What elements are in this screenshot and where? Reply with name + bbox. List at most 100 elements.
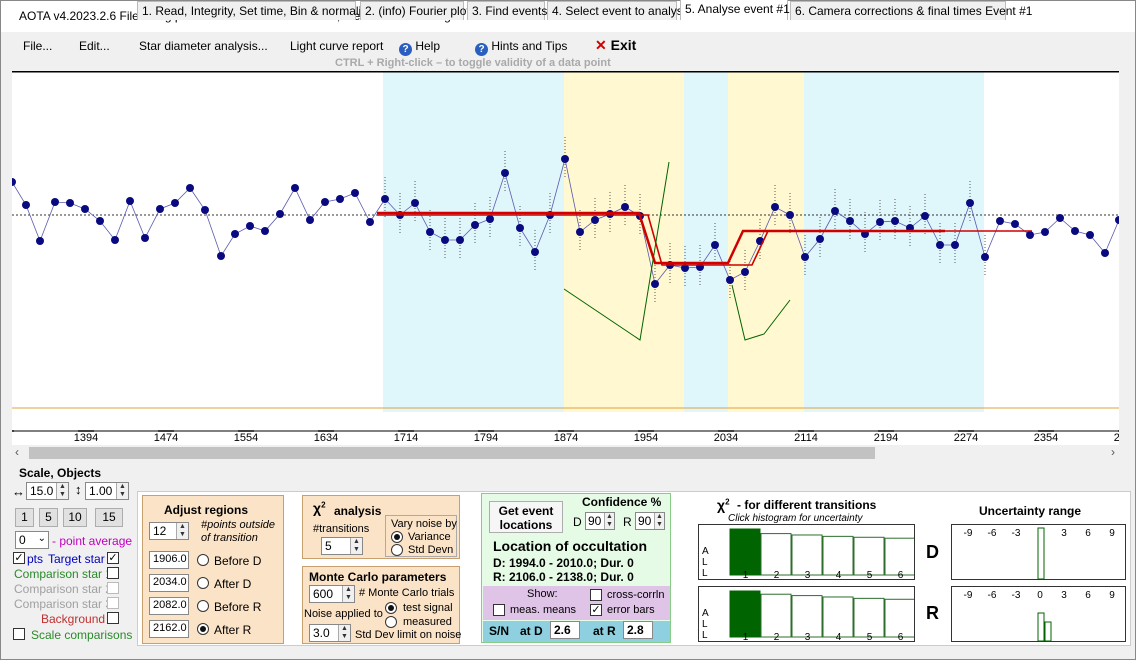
- after-d-radio[interactable]: [197, 577, 209, 589]
- menu-edit[interactable]: Edit...: [79, 39, 110, 53]
- sd-limit-spinner[interactable]: 3.0 ▲ ▼: [309, 624, 351, 642]
- confidence-r-spinner[interactable]: 90 ▲ ▼: [635, 512, 665, 530]
- pts-button-10[interactable]: 10: [63, 508, 87, 527]
- spinner-arrows-icon[interactable]: ▲ ▼: [56, 483, 68, 499]
- error-bars-checkbox[interactable]: ✓: [590, 604, 602, 616]
- pts-button-5[interactable]: 5: [39, 508, 58, 527]
- confidence-label: Confidence %: [582, 495, 662, 509]
- before-r-input[interactable]: 2082.0: [149, 597, 189, 615]
- background-label: Background: [41, 612, 106, 626]
- cross-corrln-checkbox[interactable]: [590, 589, 602, 601]
- comparison-star-3-checkbox[interactable]: [107, 597, 119, 609]
- data-point: [516, 224, 524, 232]
- histogram-bar: [729, 528, 761, 576]
- get-event-locations-button[interactable]: Get event locations: [489, 501, 563, 533]
- scroll-thumb[interactable]: [29, 447, 875, 459]
- histogram-d-svg[interactable]: 1 2 3 4 5 6: [699, 525, 916, 581]
- tab-find-events[interactable]: 3. Find events: [467, 1, 547, 20]
- before-d-input[interactable]: 1906.0: [149, 551, 189, 569]
- measured-radio[interactable]: [385, 616, 397, 628]
- scale-comparisons-checkbox[interactable]: [13, 628, 25, 640]
- confidence-d-spinner[interactable]: 90 ▲ ▼: [585, 512, 615, 530]
- scroll-left-icon[interactable]: ‹: [15, 445, 19, 459]
- scale-y-spinner[interactable]: 1.00 ▲ ▼: [85, 482, 129, 500]
- uncertainty-r-svg[interactable]: -9 -6 -3 0 3 6 9: [952, 587, 1125, 642]
- spinner-arrows-icon[interactable]: ▲ ▼: [176, 523, 188, 539]
- data-point: [801, 253, 809, 261]
- comparison-star-1-checkbox[interactable]: [107, 567, 119, 579]
- light-curve-plot[interactable]: 1413941474155416341714179418741954203421…: [12, 71, 1119, 445]
- menu-star-diameter[interactable]: Star diameter analysis...: [139, 39, 268, 53]
- comparison-star-2-checkbox[interactable]: [107, 582, 119, 594]
- tab-fourier-plot[interactable]: 2. (info) Fourier plot: [360, 1, 470, 20]
- data-point: [22, 201, 30, 209]
- scroll-right-icon[interactable]: ›: [1111, 445, 1115, 459]
- location-d-line: D: 1994.0 - 2010.0; Dur. 0: [493, 556, 634, 570]
- point-average-select[interactable]: 0 ⌄: [15, 531, 49, 549]
- data-point: [576, 228, 584, 236]
- tab-select-event[interactable]: 4. Select event to analyse: [547, 1, 689, 20]
- test-signal-radio[interactable]: [385, 602, 397, 614]
- close-icon: ✕: [595, 37, 607, 53]
- points-outside-spinner[interactable]: 12 ▲ ▼: [149, 522, 189, 540]
- menu-help[interactable]: ? Help: [399, 39, 440, 56]
- variance-radio[interactable]: [391, 531, 403, 543]
- x-tick-label: 1794: [474, 432, 498, 444]
- before-d-radio[interactable]: [197, 554, 209, 566]
- scale-x-spinner[interactable]: 15.0 ▲ ▼: [26, 482, 69, 500]
- background-checkbox[interactable]: [107, 612, 119, 624]
- transitions-spinner[interactable]: 5 ▲ ▼: [321, 537, 363, 555]
- uncertainty-tick-label: -3: [1012, 590, 1021, 601]
- spinner-arrows-icon[interactable]: ▲ ▼: [342, 586, 354, 602]
- data-point: [816, 235, 824, 243]
- spinner-arrows-icon[interactable]: ▲ ▼: [654, 513, 664, 529]
- pts-button-1[interactable]: 1: [15, 508, 34, 527]
- histogram-x-label: 5: [867, 570, 873, 579]
- meas-means-label: meas. means: [510, 604, 577, 616]
- plot-scrollbar[interactable]: ‹ ›: [12, 445, 1119, 461]
- spinner-arrows-icon[interactable]: ▲ ▼: [350, 538, 362, 554]
- data-point: [291, 184, 299, 192]
- data-point: [1071, 227, 1079, 235]
- sn-at-r-label: at R: [593, 624, 616, 638]
- spinner-arrows-icon[interactable]: ▲ ▼: [338, 625, 350, 641]
- target-star-checkbox[interactable]: ✓: [107, 552, 119, 564]
- histogram-r-svg[interactable]: 1 2 3 4 5 6: [699, 587, 916, 643]
- pts-button-15[interactable]: 15: [95, 508, 123, 527]
- after-d-input[interactable]: 2034.0: [149, 574, 189, 592]
- x-tick-label: 1874: [554, 432, 578, 444]
- spinner-arrows-icon[interactable]: ▲ ▼: [604, 513, 614, 529]
- spinner-arrows-icon[interactable]: ▲ ▼: [116, 483, 128, 499]
- data-point: [831, 207, 839, 215]
- meas-means-checkbox[interactable]: [493, 604, 505, 616]
- trials-spinner[interactable]: 600 ▲ ▼: [309, 585, 355, 603]
- light-curve-svg[interactable]: 1413941474155416341714179418741954203421…: [12, 72, 1119, 446]
- before-r-radio[interactable]: [197, 600, 209, 612]
- d-transition-region: [564, 72, 684, 412]
- tab-read-integrity[interactable]: 1. Read, Integrity, Set time, Bin & norm…: [137, 1, 374, 20]
- point-average-label: - point average: [52, 534, 133, 548]
- menu-bar: File... Edit... Star diameter analysis..…: [1, 32, 1135, 58]
- data-point: [81, 205, 89, 213]
- after-r-radio[interactable]: [197, 623, 209, 635]
- chi2-hist-symbol: χ2: [717, 497, 730, 513]
- uncertainty-r-plot[interactable]: -9 -6 -3 0 3 6 9: [951, 586, 1126, 642]
- menu-hints[interactable]: ? Hints and Tips: [475, 39, 567, 56]
- std-devn-radio[interactable]: [391, 544, 403, 556]
- tab-analyse-event[interactable]: 5. Analyse event #1: [680, 0, 790, 20]
- menu-light-curve-report[interactable]: Light curve report: [290, 39, 384, 53]
- tab-camera-corrections[interactable]: 6. Camera corrections & final times Even…: [790, 1, 1032, 20]
- side-label-a: A: [702, 546, 709, 557]
- menu-exit[interactable]: ✕ Exit: [595, 37, 636, 54]
- pts-checkbox[interactable]: ✓: [13, 552, 25, 564]
- after-r-input[interactable]: 2162.0: [149, 620, 189, 638]
- uncertainty-tick-label: 3: [1061, 528, 1067, 539]
- chevron-down-icon: ⌄: [37, 533, 46, 544]
- menu-file[interactable]: File...: [23, 39, 53, 53]
